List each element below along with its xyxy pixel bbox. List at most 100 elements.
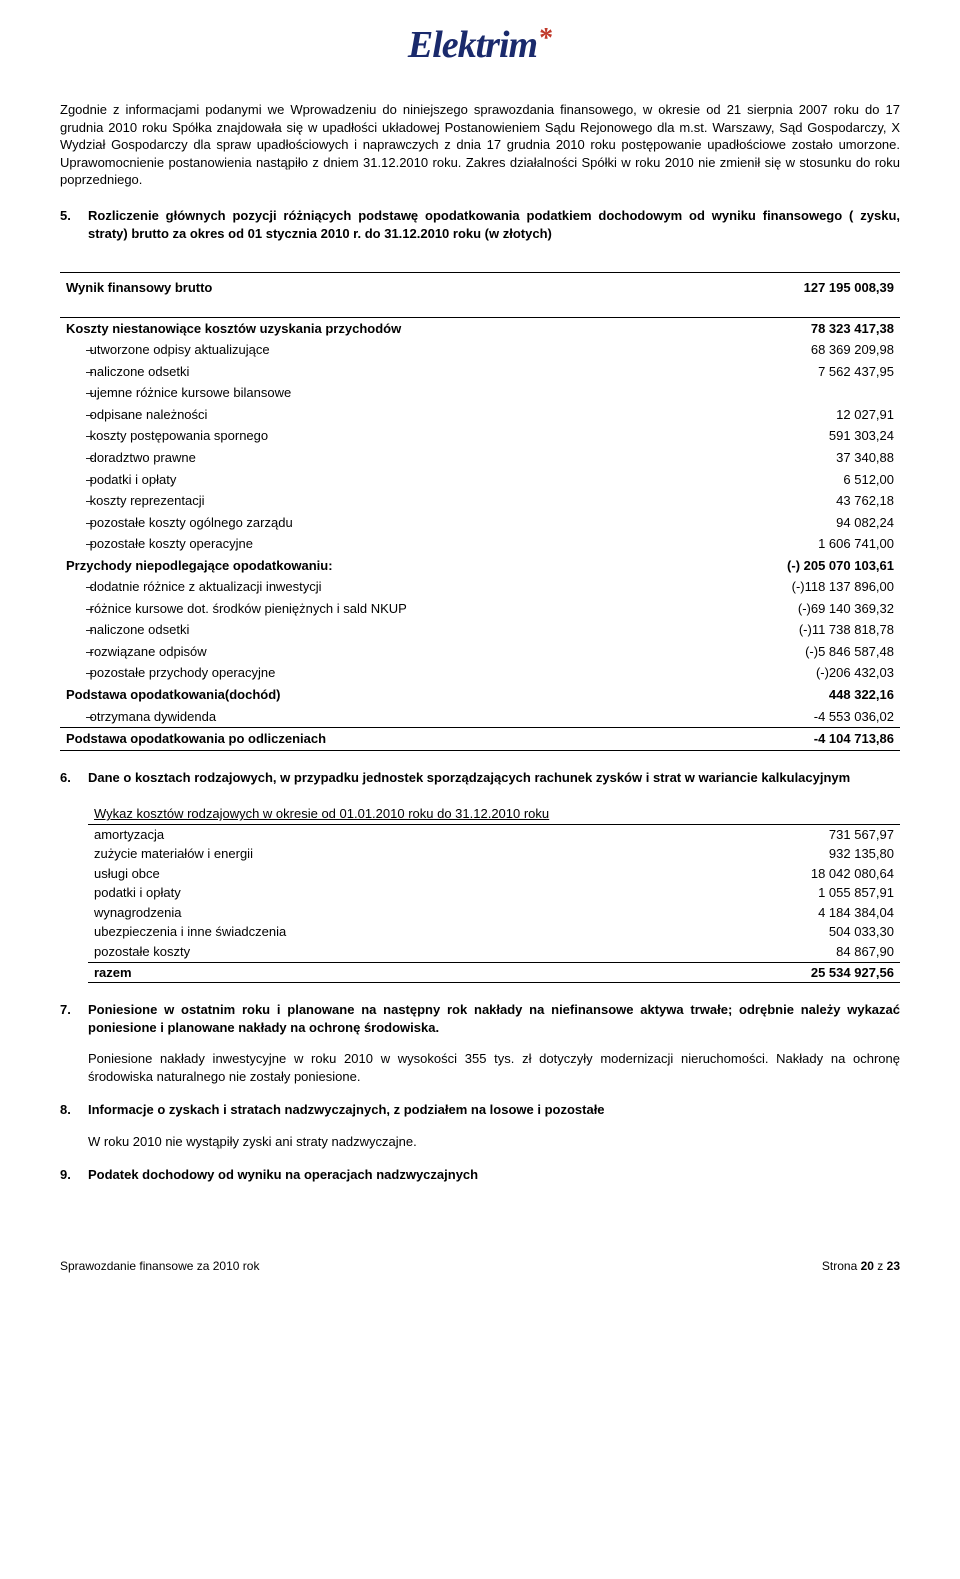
item-label: utworzone odpisy aktualizujące [86, 342, 270, 357]
section-6-title: Dane o kosztach rodzajowych, w przypadku… [88, 769, 900, 787]
item-label: naliczone odsetki [86, 364, 189, 379]
row-value: (-)11 738 818,78 [688, 619, 900, 641]
table-row: Wynik finansowy brutto127 195 008,39 [60, 273, 900, 318]
dash-icon: – [66, 708, 86, 726]
row-label: Przychody niepodlegające opodatkowaniu: [60, 555, 688, 577]
table-row: zużycie materiałów i energii932 135,80 [88, 844, 900, 864]
section-6-body: Wykaz kosztów rodzajowych w okresie od 0… [88, 804, 900, 983]
row-value: 84 867,90 [642, 942, 900, 962]
item-label: koszty postępowania spornego [86, 428, 268, 443]
row-label: podatki i opłaty [88, 883, 642, 903]
row-label: amortyzacja [88, 824, 642, 844]
logo: Elektrim* [60, 20, 900, 71]
dash-icon: – [66, 621, 86, 639]
row-value: 18 042 080,64 [642, 864, 900, 884]
item-label: ujemne różnice kursowe bilansowe [86, 385, 291, 400]
row-value: (-)69 140 369,32 [688, 598, 900, 620]
table-row: – dodatnie różnice z aktualizacji inwest… [60, 576, 900, 598]
table-row: pozostałe koszty84 867,90 [88, 942, 900, 962]
row-label: Koszty niestanowiące kosztów uzyskania p… [60, 317, 688, 339]
table-row: – różnice kursowe dot. środków pieniężny… [60, 598, 900, 620]
row-value: 504 033,30 [642, 922, 900, 942]
dash-icon: – [66, 578, 86, 596]
row-label: ubezpieczenia i inne świadczenia [88, 922, 642, 942]
table-row: Podstawa opodatkowania po odliczeniach-4… [60, 728, 900, 751]
dash-icon: – [66, 449, 86, 467]
row-value: 12 027,91 [688, 404, 900, 426]
row-label: – koszty postępowania spornego [60, 425, 688, 447]
table-row: – podatki i opłaty6 512,00 [60, 469, 900, 491]
section-7-body: Poniesione nakłady inwestycyjne w roku 2… [88, 1050, 900, 1085]
section-8-body: W roku 2010 nie wystąpiły zyski ani stra… [88, 1133, 900, 1151]
row-label: – doradztwo prawne [60, 447, 688, 469]
section-5-title: Rozliczenie głównych pozycji różniących … [88, 207, 900, 242]
costs-table-header: Wykaz kosztów rodzajowych w okresie od 0… [88, 804, 900, 824]
footer-page-total: 23 [887, 1259, 900, 1273]
tax-reconciliation-table: Wynik finansowy brutto127 195 008,39Kosz… [60, 272, 900, 750]
section-7-number: 7. [60, 1001, 88, 1019]
dash-icon: – [66, 341, 86, 359]
section-8: 8. Informacje o zyskach i stratach nadzw… [60, 1101, 900, 1150]
row-label: – koszty reprezentacji [60, 490, 688, 512]
costs-subtitle: Wykaz kosztów rodzajowych w okresie od 0… [94, 806, 549, 821]
row-value: 43 762,18 [688, 490, 900, 512]
table-row: usługi obce18 042 080,64 [88, 864, 900, 884]
section-7: 7. Poniesione w ostatnim roku i planowan… [60, 1001, 900, 1085]
table-row: ubezpieczenia i inne świadczenia504 033,… [88, 922, 900, 942]
row-value: (-) 205 070 103,61 [688, 555, 900, 577]
footer-right: Strona 20 z 23 [822, 1258, 900, 1274]
row-label: pozostałe koszty [88, 942, 642, 962]
row-label: – rozwiązane odpisów [60, 641, 688, 663]
row-value: (-)206 432,03 [688, 662, 900, 684]
row-label: usługi obce [88, 864, 642, 884]
dash-icon: – [66, 600, 86, 618]
item-label: pozostałe koszty operacyjne [86, 536, 253, 551]
section-8-title: Informacje o zyskach i stratach nadzwycz… [88, 1101, 900, 1119]
item-label: różnice kursowe dot. środków pieniężnych… [86, 601, 407, 616]
table-row: – doradztwo prawne37 340,88 [60, 447, 900, 469]
table-row: – naliczone odsetki7 562 437,95 [60, 361, 900, 383]
table-row: – pozostałe przychody operacyjne(-)206 4… [60, 662, 900, 684]
row-label: Podstawa opodatkowania po odliczeniach [60, 728, 688, 751]
row-label: – podatki i opłaty [60, 469, 688, 491]
row-value: 1 606 741,00 [688, 533, 900, 555]
logo-wordmark: Elektrim* [408, 24, 552, 66]
page-footer: Sprawozdanie finansowe za 2010 rok Stron… [60, 1258, 900, 1274]
item-label: odpisane należności [86, 407, 207, 422]
table-row: wynagrodzenia4 184 384,04 [88, 903, 900, 923]
row-label: Wynik finansowy brutto [60, 273, 688, 318]
row-value: 37 340,88 [688, 447, 900, 469]
item-label: doradztwo prawne [86, 450, 196, 465]
dash-icon: – [66, 535, 86, 553]
footer-left: Sprawozdanie finansowe za 2010 rok [60, 1258, 259, 1274]
table-sum-row: razem25 534 927,56 [88, 962, 900, 983]
section-6-number: 6. [60, 769, 88, 787]
row-label: – odpisane należności [60, 404, 688, 426]
row-value: 932 135,80 [642, 844, 900, 864]
table-row: – odpisane należności12 027,91 [60, 404, 900, 426]
row-value: 591 303,24 [688, 425, 900, 447]
logo-text: Elektrim [408, 24, 537, 66]
row-label: – naliczone odsetki [60, 361, 688, 383]
table-row: – naliczone odsetki(-)11 738 818,78 [60, 619, 900, 641]
row-value: 6 512,00 [688, 469, 900, 491]
dash-icon: – [66, 363, 86, 381]
table-row: Przychody niepodlegające opodatkowaniu:(… [60, 555, 900, 577]
table-row: – pozostałe koszty operacyjne1 606 741,0… [60, 533, 900, 555]
sum-value: 25 534 927,56 [642, 962, 900, 983]
section-9-number: 9. [60, 1166, 88, 1184]
dash-icon: – [66, 406, 86, 424]
dash-icon: – [66, 492, 86, 510]
row-label: – różnice kursowe dot. środków pieniężny… [60, 598, 688, 620]
section-5: 5. Rozliczenie głównych pozycji różniący… [60, 207, 900, 751]
intro-paragraph: Zgodnie z informacjami podanymi we Wprow… [60, 101, 900, 189]
section-9: 9. Podatek dochodowy od wyniku na operac… [60, 1166, 900, 1198]
row-label: – pozostałe koszty operacyjne [60, 533, 688, 555]
row-value: (-)5 846 587,48 [688, 641, 900, 663]
table-row: amortyzacja731 567,97 [88, 824, 900, 844]
item-label: pozostałe koszty ogólnego zarządu [86, 515, 293, 530]
row-value: 78 323 417,38 [688, 317, 900, 339]
item-label: podatki i opłaty [86, 472, 176, 487]
dash-icon: – [66, 514, 86, 532]
item-label: koszty reprezentacji [86, 493, 205, 508]
